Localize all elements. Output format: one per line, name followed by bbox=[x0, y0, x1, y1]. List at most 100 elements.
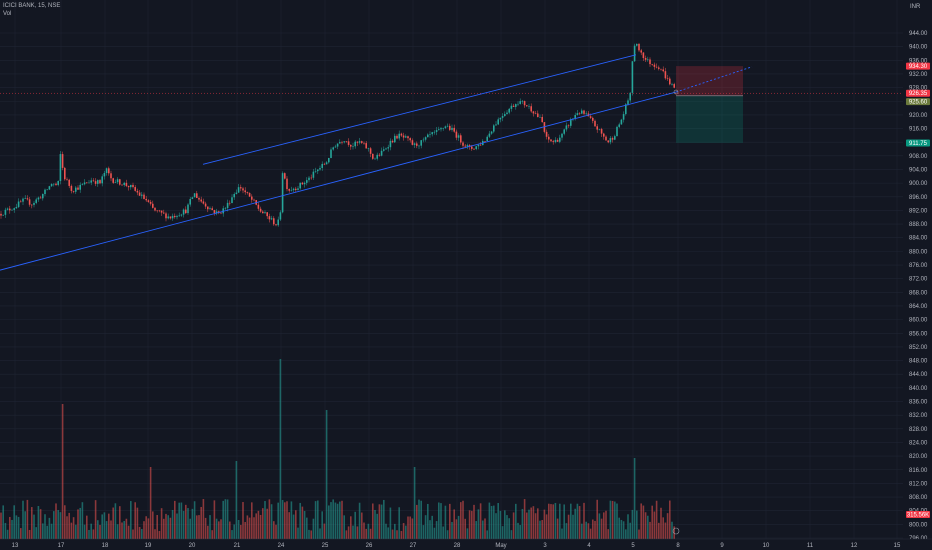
candle-body bbox=[596, 126, 598, 130]
volume-bar bbox=[466, 528, 469, 539]
candle-body bbox=[550, 139, 552, 142]
candle-body bbox=[94, 181, 97, 184]
trendlines[interactable] bbox=[0, 54, 753, 271]
candle-body bbox=[319, 167, 321, 170]
candle-body bbox=[251, 196, 253, 200]
trendline-channel-upper[interactable] bbox=[202, 54, 637, 165]
candle-body bbox=[308, 177, 310, 181]
volume-bar bbox=[669, 500, 671, 539]
volume-bar bbox=[207, 525, 209, 539]
trendline-projection[interactable] bbox=[675, 66, 753, 93]
time-tick-label: 11 bbox=[807, 543, 814, 549]
replay-icon[interactable] bbox=[672, 527, 680, 535]
volume-bar bbox=[561, 528, 563, 539]
volume-bar bbox=[185, 504, 187, 539]
candle-body bbox=[559, 137, 561, 142]
volume-bar bbox=[521, 508, 524, 539]
volume-bar bbox=[385, 523, 387, 539]
candle-body bbox=[143, 194, 145, 199]
chart-legend: ICICI BANK, 15, NSE Vol bbox=[3, 2, 60, 18]
candle-body bbox=[182, 209, 185, 215]
price-candles bbox=[0, 42, 675, 227]
volume-bar bbox=[345, 530, 348, 539]
volume-bar bbox=[44, 514, 46, 539]
volume-bar bbox=[578, 506, 581, 539]
volume-bar bbox=[308, 529, 310, 539]
candle-body bbox=[385, 148, 387, 150]
volume-bar bbox=[616, 503, 618, 539]
candle-body bbox=[409, 138, 411, 141]
candle-body bbox=[343, 141, 345, 143]
price-axis[interactable]: INR796.00800.00804.00808.00812.00816.008… bbox=[903, 0, 932, 550]
volume-bar bbox=[422, 525, 425, 539]
anchor-point[interactable] bbox=[673, 89, 679, 95]
volume-bar bbox=[145, 516, 147, 539]
candle-body bbox=[391, 140, 394, 143]
volume-bar bbox=[543, 509, 546, 539]
candle-body bbox=[561, 133, 563, 138]
candle-body bbox=[473, 148, 475, 150]
price-tag-stop-label: 934.30 bbox=[909, 64, 928, 70]
price-tick-label: 940.00 bbox=[909, 45, 928, 51]
stop-loss-zone[interactable] bbox=[676, 66, 743, 96]
trendline-channel-lower[interactable] bbox=[0, 91, 677, 271]
volume-bar bbox=[268, 499, 271, 539]
candle-body bbox=[132, 184, 134, 188]
candle-body bbox=[262, 211, 264, 214]
candle-body bbox=[22, 198, 24, 202]
candle-body bbox=[413, 143, 416, 145]
volume-label[interactable]: Vol bbox=[3, 11, 12, 17]
volume-bar bbox=[559, 503, 561, 539]
short-position-tool[interactable] bbox=[0, 66, 903, 143]
volume-bar bbox=[53, 511, 55, 539]
price-tag-current bbox=[906, 89, 930, 97]
candle-body bbox=[603, 133, 605, 137]
candle-body bbox=[297, 188, 299, 190]
candle-body bbox=[180, 214, 183, 216]
price-tick-label: 816.00 bbox=[909, 468, 928, 474]
volume-bar bbox=[253, 517, 255, 539]
volume-bar bbox=[0, 512, 2, 539]
volume-bar bbox=[39, 509, 42, 539]
take-profit-zone[interactable] bbox=[676, 95, 743, 143]
candle-body bbox=[165, 213, 167, 219]
volume-bar bbox=[35, 527, 37, 539]
candle-body bbox=[24, 198, 26, 199]
candle-body bbox=[112, 178, 114, 183]
candle-body bbox=[268, 216, 271, 220]
volume-bar bbox=[244, 521, 246, 539]
volume-bar bbox=[539, 520, 541, 539]
volume-bar bbox=[497, 503, 499, 539]
volume-bar bbox=[427, 503, 429, 539]
candle-body bbox=[453, 127, 455, 132]
candle-body bbox=[97, 180, 99, 184]
candle-body bbox=[609, 138, 612, 143]
volume-bar bbox=[248, 517, 251, 539]
volume-bar bbox=[48, 517, 51, 539]
candle-body bbox=[266, 212, 268, 217]
volume-bar bbox=[31, 507, 33, 539]
volume-bar bbox=[152, 511, 154, 539]
candle-body bbox=[449, 125, 451, 130]
candle-body bbox=[548, 136, 550, 140]
volume-bar bbox=[508, 518, 510, 539]
candle-body bbox=[673, 84, 675, 88]
volume-bar bbox=[200, 506, 202, 539]
volume-bar bbox=[519, 525, 521, 539]
time-axis[interactable]: 13 17 18 19 20 21 24 25 26 27 28 May 3 4 5 8 9 10 11 12 15 bbox=[0, 538, 932, 550]
candle-body bbox=[37, 197, 40, 200]
time-tick-label: 5 bbox=[631, 543, 635, 549]
candle-body bbox=[310, 177, 312, 179]
volume-bar bbox=[640, 503, 642, 539]
symbol-title[interactable]: ICICI BANK, 15, NSE bbox=[3, 3, 61, 9]
candle-body bbox=[101, 176, 103, 184]
candle-body bbox=[400, 133, 403, 136]
candle-body bbox=[53, 183, 55, 185]
candle-body bbox=[50, 184, 53, 187]
candle-body bbox=[295, 188, 297, 190]
candle-body bbox=[281, 173, 284, 213]
volume-bar bbox=[541, 520, 543, 539]
volume-bar bbox=[180, 502, 183, 539]
candle-body bbox=[666, 78, 669, 79]
